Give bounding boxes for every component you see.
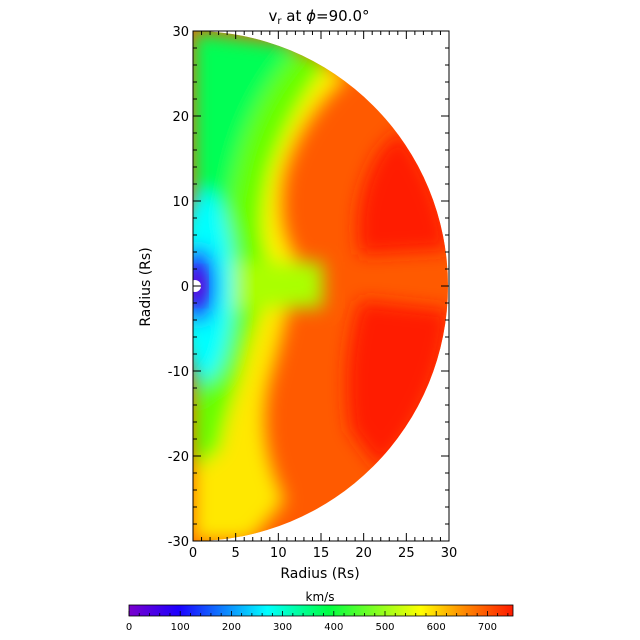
- field-red-upper: [357, 130, 448, 255]
- y-tick-label: 0: [181, 280, 189, 295]
- colorbar-tick-label: 200: [222, 622, 241, 633]
- chart-title: vr at ϕ=90.0°: [269, 7, 370, 27]
- y-tick-label: 30: [172, 25, 189, 40]
- colorbar-ticks: 0 100 200 300 400 500 600 700: [126, 611, 509, 633]
- x-axis-label: Radius (Rs): [280, 566, 359, 582]
- x-tick-label: 20: [355, 546, 372, 561]
- velocity-field: [193, 31, 448, 541]
- y-axis-label: Radius (Rs): [138, 247, 154, 326]
- x-axis: 0 5 10 15 20 25 30: [189, 31, 457, 561]
- x-tick-label: 15: [313, 546, 330, 561]
- y-tick-label: -30: [168, 535, 189, 550]
- colorbar-tick-label: 0: [126, 622, 132, 633]
- y-tick-label: -20: [168, 450, 189, 465]
- colorbar-tick-label: 400: [324, 622, 343, 633]
- colorbar-tick-label: 600: [427, 622, 446, 633]
- y-tick-label: -10: [168, 365, 189, 380]
- colorbar-tick-label: 700: [478, 622, 497, 633]
- colorbar-label: km/s: [306, 590, 335, 604]
- y-tick-label: 20: [172, 110, 189, 125]
- y-axis: -30 -20 -10 0 10 20 30: [168, 25, 449, 550]
- field-red-lower: [346, 300, 448, 470]
- y-tick-label: 10: [172, 195, 189, 210]
- colorbar-tick-label: 300: [273, 622, 292, 633]
- x-tick-label: 25: [398, 546, 415, 561]
- x-tick-label: 30: [441, 546, 458, 561]
- colorbar-tick-label: 500: [375, 622, 394, 633]
- x-tick-label: 0: [189, 546, 197, 561]
- x-tick-label: 10: [270, 546, 287, 561]
- x-tick-label: 5: [232, 546, 240, 561]
- colorbar: [128, 604, 514, 617]
- colorbar-tick-label: 100: [171, 622, 190, 633]
